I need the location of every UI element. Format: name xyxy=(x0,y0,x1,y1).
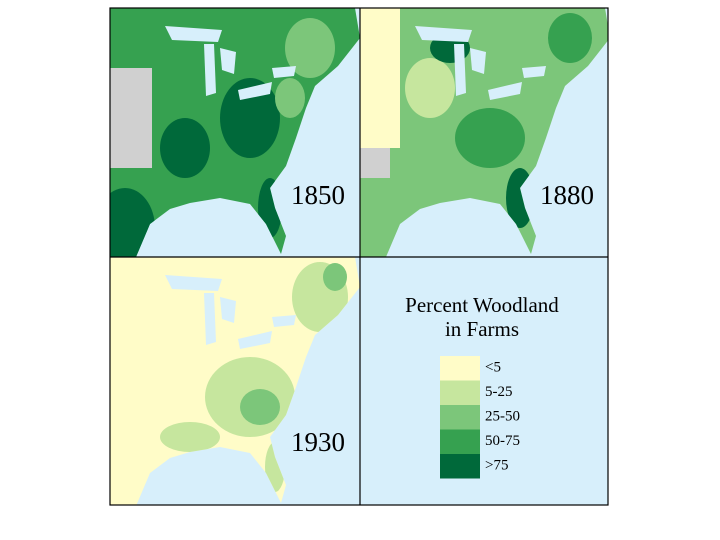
legend-title: in Farms xyxy=(445,317,519,341)
legend: <5 5-25 25-50 50-75 >75 xyxy=(440,356,520,479)
panel-frame xyxy=(109,7,609,506)
legend-swatch xyxy=(440,356,480,381)
legend-label: 5-25 xyxy=(485,384,513,400)
legend-swatch xyxy=(440,405,480,430)
legend-swatch xyxy=(440,429,480,454)
legend-title: Percent Woodland xyxy=(405,293,559,317)
legend-swatch xyxy=(440,454,480,479)
year-label: 1850 xyxy=(291,180,345,210)
map-1880 xyxy=(360,8,608,257)
legend-label: >75 xyxy=(485,457,508,473)
year-label: 1930 xyxy=(291,427,345,457)
legend-label: <5 xyxy=(485,359,501,375)
map-1850 xyxy=(110,8,360,257)
legend-swatch xyxy=(440,380,480,405)
legend-label: 50-75 xyxy=(485,433,520,449)
year-label: 1880 xyxy=(540,180,594,210)
legend-label: 25-50 xyxy=(485,408,520,424)
